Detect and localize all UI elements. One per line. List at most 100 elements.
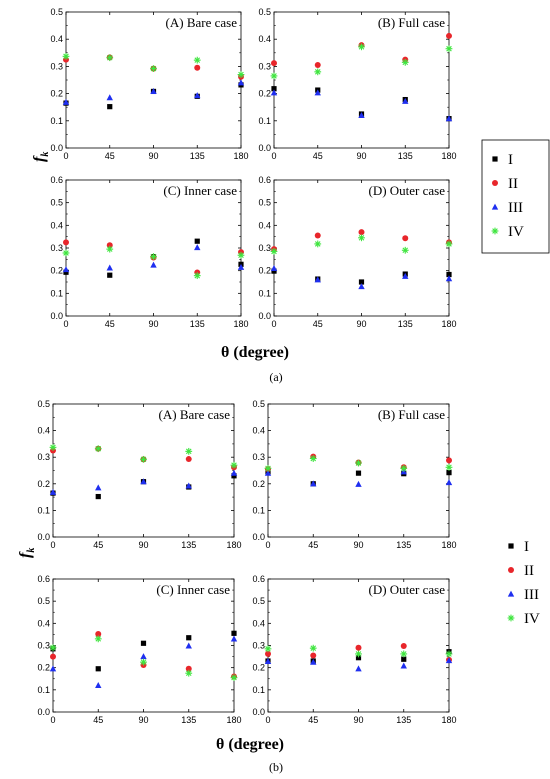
x-tick-label: 90 [138,540,148,550]
y-tick-label: 0.3 [37,452,50,462]
x-tick-label: 0 [265,540,270,550]
data-point-series-IV [270,72,278,80]
data-point-series-IV [314,68,322,76]
data-point-series-III [310,658,317,665]
figure-b-x-axis-label: θ (degree) [216,736,284,753]
x-tick-label: 90 [356,319,366,329]
legend-marker-III [507,590,515,597]
data-point-series-IV [264,464,272,472]
x-tick-label: 45 [308,715,318,725]
y-tick-label: 0.2 [50,89,63,99]
x-tick-label: 180 [441,715,456,725]
data-point-series-II [446,32,452,39]
y-tick-label: 0.1 [258,288,271,298]
y-tick-label: 0.1 [252,685,265,695]
data-point-series-III [400,662,407,669]
data-point-series-III [194,244,201,251]
y-tick-label: 0.6 [50,175,63,185]
x-tick-label: 135 [190,151,205,161]
data-point-series-I [446,271,452,278]
data-point-series-I [95,493,101,500]
chart-panel: 0.0 0.1 0.2 0.3 0.4 0.5 0.6 0 45 90 135 180 (C) Inne… [50,175,248,329]
data-point-series-IV [445,650,453,658]
y-tick-label: 0.5 [50,198,63,208]
data-point-series-III [150,88,157,95]
panel-title: (A) Bare case [166,15,238,30]
data-point-series-III [358,283,365,290]
data-point-series-IV [445,463,453,471]
data-point-series-III [445,657,453,664]
x-tick-label: 90 [353,540,363,550]
data-point-series-IV [230,674,238,682]
data-point-series-III [140,653,147,660]
x-tick-label: 45 [313,151,323,161]
y-axis-label-main: f [31,155,48,162]
x-tick-label: 0 [63,151,68,161]
data-point-series-I [107,272,113,278]
y-tick-label: 0.2 [37,479,50,489]
chart-panel: 0.0 0.1 0.2 0.3 0.4 0.5 0.6 0 45 90 135 180 (D) Oute… [258,175,456,329]
x-tick-label: 45 [313,319,323,329]
data-point-series-II [106,242,113,249]
y-tick-label: 0.4 [258,220,271,230]
chart-panel: 0.0 0.1 0.2 0.3 0.4 0.5 0 45 90 135 180 (A) Bare ca… [50,7,248,161]
data-point-series-III [270,265,278,271]
y-tick-label: 0.4 [50,34,63,44]
data-point-series-IV [140,658,147,666]
data-point-series-III [230,635,238,642]
figure-a-y-axis-label: fk [31,152,51,162]
data-point-series-IV [94,445,102,453]
data-point-series-II [400,642,407,649]
data-point-series-II [95,630,102,637]
data-point-series-IV [237,71,245,78]
data-point-series-IV [355,650,362,658]
data-point-series-I [95,666,101,672]
figure-b-y-axis-label: fk [17,548,37,558]
data-point-series-III [194,92,201,99]
x-tick-label: 0 [271,319,276,329]
y-tick-label: 0.1 [37,685,50,695]
data-point-series-I [186,635,192,641]
data-point-series-III [445,275,453,282]
data-point-series-III [237,79,245,86]
data-point-series-IV [270,248,278,255]
y-tick-label: 0.2 [258,89,271,99]
y-tick-label: 0.5 [37,399,50,409]
x-tick-label: 0 [265,715,270,725]
y-tick-label: 0.0 [37,532,50,542]
y-tick-label: 0.0 [252,532,265,542]
data-point-series-III [445,479,453,486]
data-point-series-III [237,263,245,270]
data-point-series-III [106,94,113,101]
legend-label-IV: IV [524,611,540,627]
x-tick-label: 180 [233,151,248,161]
x-tick-label: 45 [93,715,103,725]
data-point-series-III [106,264,113,271]
y-tick-label: 0.3 [252,641,265,651]
y-tick-label: 0.4 [37,426,50,436]
y-tick-label: 0.3 [258,243,271,253]
data-point-series-IV [355,459,362,467]
data-point-series-IV [106,245,114,253]
data-point-series-II [271,60,277,67]
data-point-series-IV [230,461,238,469]
data-point-series-IV [62,249,70,257]
figure-b-label: (b) [269,760,283,774]
data-point-series-IV [314,240,322,248]
data-point-series-II [446,457,452,464]
data-point-series-I [355,470,362,476]
x-tick-label: 45 [105,151,115,161]
data-point-series-I [107,104,113,110]
plot-frame [273,179,450,317]
legend-label-III: III [508,200,523,216]
chart-panel: 0.0 0.1 0.2 0.3 0.4 0.5 0.6 0 45 90 135 180 (D) Oute… [252,574,456,725]
data-point-series-IV [185,447,193,455]
legend-marker-II [508,567,514,573]
x-tick-label: 180 [226,540,241,550]
legend-marker-I [492,156,498,162]
y-tick-label: 0.4 [258,34,271,44]
data-point-series-III [445,115,453,122]
data-point-series-IV [445,240,453,248]
